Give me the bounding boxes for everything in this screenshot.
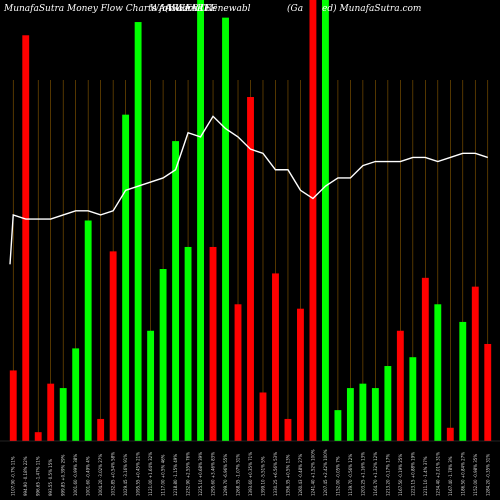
- money-flow-bar: [396, 330, 404, 441]
- money-flow-bar: [284, 418, 292, 441]
- x-tick-label: 1268.35 -1.07% 31%: [236, 454, 241, 496]
- money-flow-bar: [321, 0, 329, 441]
- x-tick-label: 1032.85 +0.54% 58%: [111, 452, 116, 496]
- money-flow-bar: [371, 388, 379, 441]
- money-flow-bar: [359, 383, 367, 441]
- money-flow-bar: [72, 348, 80, 441]
- x-tick-label: 1399.10 -5.51% 5%: [260, 456, 265, 496]
- price-line: [9, 115, 488, 265]
- money-flow-bar: [247, 97, 254, 442]
- money-flow-bar: [197, 0, 204, 441]
- x-tick-label: 1356.35 +0.5% 13%: [285, 454, 290, 496]
- money-flow-bar: [421, 277, 429, 441]
- x-tick-label: 1001.60 -0.49% 4%: [86, 456, 91, 496]
- money-flow-bar: [84, 220, 92, 441]
- money-flow-bar: [346, 388, 354, 441]
- money-flow-bar: [234, 304, 242, 441]
- x-tick-label: 1107.90 -0.7% 11%: [11, 456, 16, 496]
- money-flow-bar: [409, 357, 417, 441]
- x-tick-label: 1207.45 +2.42% 100%: [323, 449, 328, 496]
- x-tick-label: 1232.90 +2.55% 76%: [186, 452, 191, 496]
- x-tick-label: 1001.60 -0.99% 38%: [73, 454, 78, 496]
- x-tick-label: 1167.50 -0.19% 25%: [398, 454, 403, 496]
- money-flow-bar: [47, 383, 55, 441]
- chart-ticker-overlay: (Waaree Renewabl: [165, 3, 251, 14]
- x-tick-label: 1223.15 +0.88% 19%: [410, 452, 415, 496]
- money-flow-bar: [109, 251, 117, 441]
- money-flow-bar: [34, 432, 42, 441]
- money-flow-bar: [22, 35, 30, 441]
- money-flow-bars: [9, 0, 492, 442]
- x-tick-label: 1186.50 +0.84% 27%: [460, 452, 465, 496]
- money-flow-bar: [159, 269, 167, 441]
- money-flow-bar: [434, 304, 442, 441]
- money-flow-bar: [134, 22, 142, 442]
- x-tick-label: 999.85 +0.39% 29%: [61, 454, 66, 496]
- x-tick-label: 993.55 -0.5% 15%: [48, 459, 53, 496]
- chart-title-right: ed) MunafaSutra.com: [322, 3, 421, 14]
- x-tick-label: 1029.45 -3.16% 91%: [123, 454, 128, 496]
- x-tick-label: 1234.40 +2.01% 31%: [435, 452, 440, 496]
- x-tick-label: 1225.10 +0.68% 39%: [198, 452, 203, 496]
- x-tick-label: 1139.70 -0.56% 12%: [348, 454, 353, 496]
- x-tick-label: 1167.40 -1.78% 3%: [448, 456, 453, 496]
- x-tick-label: 1203.25 +1.16% 13%: [360, 452, 365, 496]
- money-flow-bar: [334, 410, 342, 441]
- money-flow-bar: [222, 17, 229, 441]
- money-flow-bar: [446, 427, 454, 441]
- x-tick-label: 1284.20 -0.35% 31%: [485, 454, 490, 496]
- money-flow-bar: [97, 418, 105, 441]
- x-tick-label: 1152.00 -0.98% 35%: [473, 454, 478, 496]
- x-tick-label: 1299.70 -6.96% 55%: [223, 454, 228, 496]
- money-flow-bar: [471, 286, 479, 441]
- money-flow-bar: [59, 388, 67, 441]
- x-tick-labels: 1107.90 -0.7% 11% 994.90 -0.18% 22% 996.65…: [11, 449, 491, 496]
- x-tick-label: 1260.43 -0.48% 27%: [298, 454, 303, 496]
- money-flow-bar: [309, 0, 317, 441]
- x-tick-label: 1152.00 -0.05% 7%: [335, 456, 340, 496]
- x-tick-label: 1121.00 +1.64% 32%: [148, 452, 153, 496]
- money-flow-bar: [122, 114, 130, 441]
- x-tick-label: 1117.00 +0.5% 46%: [161, 454, 166, 496]
- x-tick-label: 1004.20 -3.02% 27%: [98, 454, 103, 496]
- x-tick-label: 1211.10 -1.4% 37%: [423, 456, 428, 496]
- x-tick-label: 1295.60 +3.46% 83%: [211, 452, 216, 496]
- x-tick-label: 1218.80 -1.15% 49%: [173, 454, 178, 496]
- money-flow-bar: [259, 392, 267, 441]
- x-tick-label: 996.65 -1.47% 11%: [36, 456, 41, 496]
- chart-title-center: (Ga: [287, 3, 303, 14]
- x-tick-label: 1330.25 +6.56% 53%: [273, 452, 278, 496]
- x-tick-label: 1213.20 -0.17% 17%: [385, 454, 390, 496]
- chart-title-left: MunafaSutra Money Flow Charts for WAAREE: [3, 4, 217, 14]
- money-flow-bar: [9, 370, 17, 441]
- money-flow-bar: [272, 273, 279, 441]
- money-flow-bar: [459, 321, 467, 441]
- money-flow-bar: [209, 246, 217, 441]
- x-tick-label: 1393.60 +0.35% 71%: [248, 452, 253, 496]
- money-flow-bar: [384, 366, 392, 441]
- money-flow-bar: [147, 330, 155, 441]
- money-flow-bar: [172, 141, 180, 441]
- money-flow-bar: [484, 343, 492, 441]
- x-tick-label: 1164.70 +1.32% 12%: [373, 452, 378, 496]
- money-flow-bar: [297, 308, 304, 441]
- x-tick-label: 994.90 -0.18% 22%: [23, 456, 28, 496]
- x-tick-label: 1095.55 +0.45% 21%: [136, 452, 141, 496]
- x-tick-label: 1241.40 +1.52% 100%: [310, 449, 315, 496]
- chart-ticker: WAAREERTL: [150, 4, 210, 14]
- money-flow-bar: [184, 246, 192, 441]
